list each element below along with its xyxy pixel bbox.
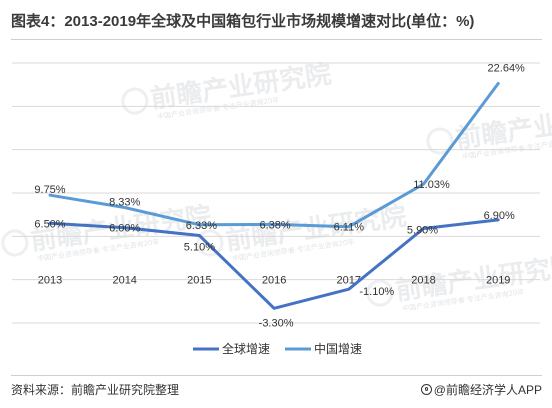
series-lines <box>48 82 500 310</box>
data-label: 6.38% <box>259 219 290 231</box>
legend-label: 中国增速 <box>314 341 362 356</box>
data-label: -3.30% <box>259 317 294 329</box>
x-tick-label: 2016 <box>262 275 286 287</box>
data-label: 6.50% <box>34 218 65 230</box>
x-tick-label: 2018 <box>411 275 435 287</box>
data-label: 22.64% <box>488 62 526 74</box>
data-labels: 6.50% 6.00% 5.10% -3.30% -1.10% 5.90% 6.90% 9.7… <box>34 62 525 329</box>
brand-logo-icon <box>420 384 432 395</box>
grid-lines <box>12 62 540 324</box>
data-label: 8.33% <box>109 196 140 208</box>
chart-title: 图表4：2013-2019年全球及中国箱包行业市场规模增速对比(单位：%) <box>11 13 475 30</box>
footer-divider <box>11 375 542 376</box>
data-label: 6.00% <box>109 223 140 235</box>
x-tick-label: 2019 <box>486 275 510 287</box>
data-label: 6.33% <box>186 220 217 232</box>
data-label: 9.75% <box>34 184 65 196</box>
data-label: -1.10% <box>359 286 394 298</box>
legend-label: 全球增速 <box>222 341 270 356</box>
data-label: 5.90% <box>407 225 438 237</box>
legend-item-0: 全球增速 <box>193 341 270 356</box>
series-line-0 <box>48 218 500 310</box>
x-tick-label: 2013 <box>38 275 62 287</box>
data-label: 6.90% <box>484 210 515 222</box>
data-label: 5.10% <box>184 241 215 253</box>
data-label: 6.11% <box>334 222 365 234</box>
x-axis-tick-labels: 2013 2014 2015 2016 2017 2018 2019 <box>38 275 511 287</box>
source-note: 资料来源：前瞻产业研究院整理 <box>11 383 180 397</box>
x-tick-label: 2014 <box>112 275 136 287</box>
series-line-1 <box>48 82 500 229</box>
legend-item-1: 中国增速 <box>285 341 362 356</box>
brand-text: @前瞻经济学人APP <box>433 383 542 397</box>
brand-credit: @前瞻经济学人APP <box>420 381 542 398</box>
title-divider <box>11 39 542 40</box>
data-label: 11.03% <box>413 179 450 191</box>
x-tick-label: 2015 <box>187 275 211 287</box>
legend: 全球增速 中国增速 <box>193 341 362 356</box>
